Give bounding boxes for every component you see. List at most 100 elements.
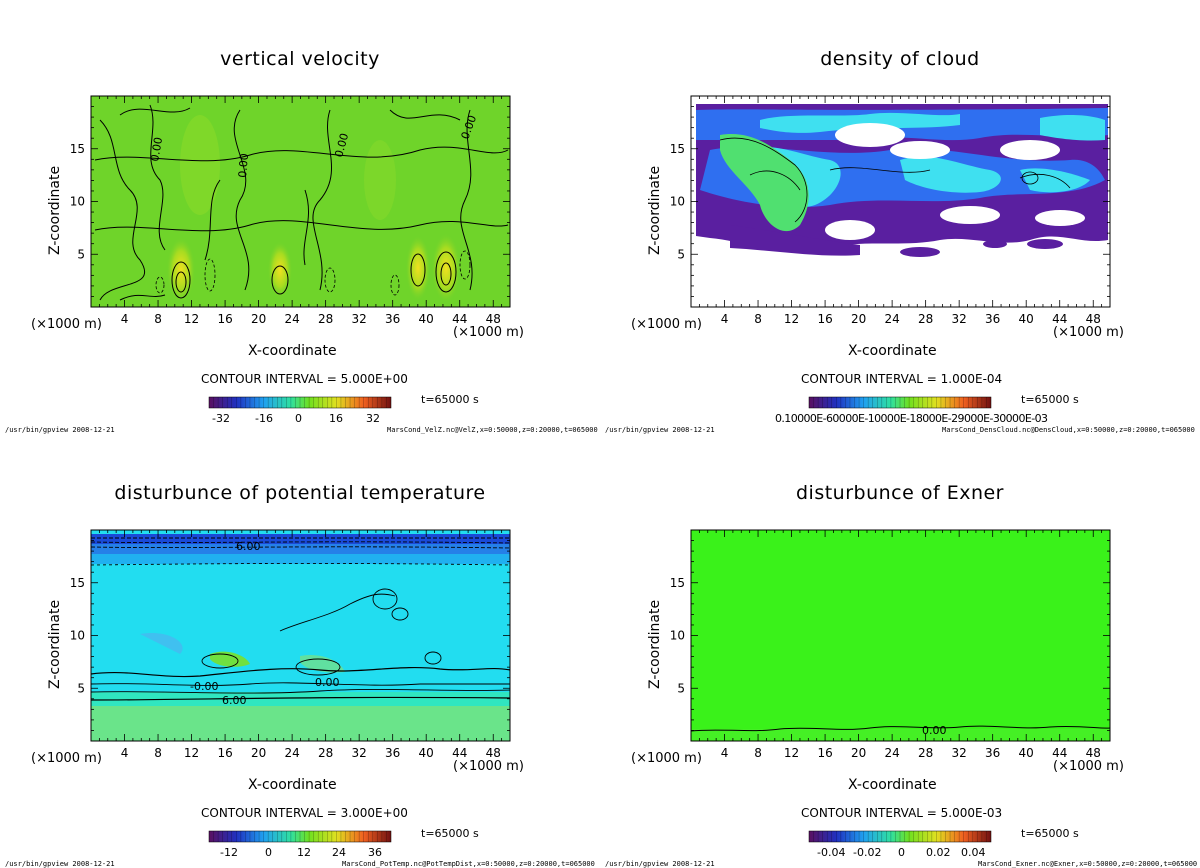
x-tick-label: 40 <box>1019 312 1034 326</box>
contour-labels: 0.00 0.00 0.00 0.00 <box>148 114 479 179</box>
x-tick-label: 36 <box>385 312 400 326</box>
x-tick-label: 36 <box>985 312 1000 326</box>
colorbar-tick: -16 <box>255 412 273 425</box>
y-tick-label: 15 <box>670 142 685 156</box>
colorbar-tick: 0 <box>295 412 302 425</box>
time-label: t=65000 s <box>1021 827 1079 840</box>
panel-vertical-velocity: vertical velocity <box>0 0 600 434</box>
colorbar-tick: 36 <box>368 846 382 859</box>
x-tick-label: 48 <box>486 746 501 760</box>
colorbar-tick: 0 <box>265 846 272 859</box>
y-ticks: 5 10 15 <box>70 106 510 297</box>
x-tick-label: 28 <box>918 312 933 326</box>
contour-interval: CONTOUR INTERVAL = 1.000E-04 <box>801 372 1003 386</box>
colorbar-tick: -12 <box>220 846 238 859</box>
y-axis-label: Z-coordinate <box>647 165 663 255</box>
contour-interval: CONTOUR INTERVAL = 3.000E+00 <box>201 806 408 820</box>
cloud-contours <box>719 137 1071 223</box>
x-tick-label: 24 <box>284 746 299 760</box>
chart-title: disturbunce of potential temperature <box>114 482 486 504</box>
x-axis-label: X-coordinate <box>248 343 337 359</box>
contour-label: 0.00 <box>148 136 165 162</box>
contour-interval: CONTOUR INTERVAL = 5.000E+00 <box>201 372 408 386</box>
x-ticks: 4 8 12 16 20 24 28 32 36 40 44 48 <box>98 530 503 760</box>
velocity-dashed-contours <box>155 250 471 296</box>
x-unit-left: (×1000 m) <box>631 751 702 766</box>
colorbar-tick: 0.02 <box>926 846 951 859</box>
x-tick-label: 48 <box>486 312 501 326</box>
x-tick-label: 40 <box>419 312 434 326</box>
plot-svg: 0.00 0.00 0.00 0.00 4 8 12 16 20 24 28 32 36 40 44… <box>70 95 511 409</box>
colorbar-tick: 0.04 <box>961 846 986 859</box>
panel-potential-temperature: disturbunce of potential temperature <box>0 434 600 868</box>
colorbar-tick: 12 <box>297 846 311 859</box>
chart-title: vertical velocity <box>220 48 380 70</box>
x-tick-label: 20 <box>851 746 866 760</box>
x-tick-label: 48 <box>1086 312 1101 326</box>
cloud-field <box>696 104 1108 257</box>
y-tick-label: 15 <box>70 142 85 156</box>
x-unit-left: (×1000 m) <box>31 751 102 766</box>
x-unit-right: (×1000 m) <box>453 759 524 774</box>
footer-right: MarsCond_Exner.nc@Exner,x=0:50000,z=0:20… <box>978 860 1198 868</box>
contour-interval: CONTOUR INTERVAL = 5.000E-03 <box>801 806 1003 820</box>
x-tick-label: 24 <box>284 312 299 326</box>
contour-labels: 0.00 <box>922 724 947 737</box>
x-tick-label: 12 <box>784 746 799 760</box>
colorbar-ticks: -32 -16 0 16 32 <box>209 412 391 426</box>
x-axis-label: X-coordinate <box>248 777 337 793</box>
plot-svg: 6.00 -0.00 0.00 6.00 4 8 12 16 20 24 28 32 36 40 4… <box>70 529 511 843</box>
x-tick-label: 8 <box>754 312 762 326</box>
y-tick-label: 10 <box>670 195 685 209</box>
panel-density-of-cloud: density of cloud <box>600 0 1200 434</box>
contour-label: 0.00 <box>922 724 947 737</box>
field-background <box>691 530 1110 741</box>
x-tick-label: 12 <box>784 312 799 326</box>
y-tick-label: 5 <box>77 681 85 695</box>
x-unit-right: (×1000 m) <box>1053 759 1124 774</box>
colorbar-hatches <box>813 831 987 842</box>
x-tick-label: 20 <box>251 312 266 326</box>
x-tick-label: 20 <box>251 746 266 760</box>
contour-label: 0.00 <box>236 153 251 179</box>
x-ticks: 4 8 12 16 20 24 28 32 36 40 44 48 <box>698 96 1103 326</box>
chart-title: disturbunce of Exner <box>795 482 1004 504</box>
colorbar-ticks: -12 0 12 24 36 <box>209 846 391 860</box>
footer-left: /usr/bin/gpview 2008-12-21 <box>605 426 715 434</box>
x-tick-label: 8 <box>154 312 162 326</box>
footer-left: /usr/bin/gpview 2008-12-21 <box>605 860 715 868</box>
contour-labels: 6.00 -0.00 0.00 6.00 <box>190 540 340 707</box>
x-tick-label: 12 <box>184 746 199 760</box>
x-tick-label: 32 <box>952 312 967 326</box>
x-unit-right: (×1000 m) <box>453 325 524 340</box>
y-tick-label: 10 <box>70 629 85 643</box>
x-tick-label: 4 <box>121 312 129 326</box>
x-tick-label: 36 <box>385 746 400 760</box>
colorbar-tick: 32 <box>366 412 380 425</box>
velocity-contours <box>94 104 509 301</box>
colorbar-tick: -32 <box>212 412 230 425</box>
colorbar-hatches <box>813 397 987 408</box>
footer-right: MarsCond_VelZ.nc@VelZ,x=0:50000,z=0:2000… <box>387 426 598 434</box>
contour-label: 0.00 <box>315 676 340 689</box>
x-axis-label: X-coordinate <box>848 777 937 793</box>
x-tick-label: 32 <box>352 312 367 326</box>
panel-exner: disturbunce of Exner 0.00 4 8 12 16 20 24 28 32… <box>600 434 1200 868</box>
colorbar-tick: 24 <box>332 846 346 859</box>
time-label: t=65000 s <box>421 827 479 840</box>
x-tick-label: 36 <box>985 746 1000 760</box>
x-tick-label: 4 <box>721 746 729 760</box>
x-tick-label: 12 <box>184 312 199 326</box>
x-tick-label: 16 <box>817 746 832 760</box>
x-tick-label: 16 <box>217 746 232 760</box>
velocity-updrafts <box>167 115 460 302</box>
x-axis-label: X-coordinate <box>848 343 937 359</box>
x-tick-label: 16 <box>817 312 832 326</box>
time-label: t=65000 s <box>1021 393 1079 406</box>
y-tick-label: 10 <box>70 195 85 209</box>
exner-contours <box>690 725 1111 732</box>
x-ticks: 4 8 12 16 20 24 28 32 36 40 44 48 <box>698 530 1103 760</box>
colorbar-tick: -0.04 <box>817 846 846 859</box>
pottemp-contours <box>90 537 511 701</box>
x-tick-label: 24 <box>884 312 899 326</box>
